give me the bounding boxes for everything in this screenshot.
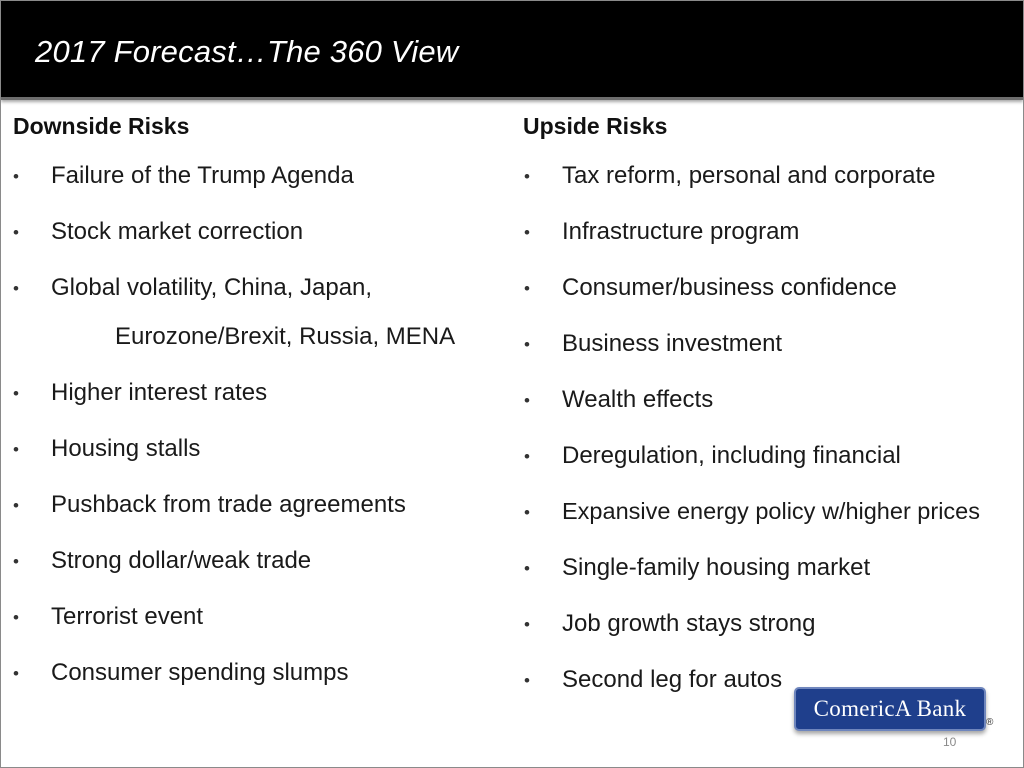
bullet-icon: • (13, 552, 19, 571)
bullet-icon: • (524, 559, 530, 578)
downside-item: Strong dollar/weak trade (51, 547, 312, 574)
bullet-icon: • (524, 503, 530, 522)
bullet-icon: • (13, 384, 19, 403)
upside-item: Deregulation, including financial (562, 442, 901, 469)
bullet-icon: • (524, 279, 530, 298)
bullet-icon: • (13, 608, 19, 627)
bullet-icon: • (524, 447, 530, 466)
downside-item-continuation: Eurozone/Brexit, Russia, MENA (115, 323, 456, 350)
downside-item: Failure of the Trump Agenda (51, 162, 354, 189)
upside-item: Job growth stays strong (562, 610, 816, 637)
title-bar: 2017 Forecast…The 360 View (1, 1, 1023, 100)
registered-mark: ® (986, 717, 994, 728)
downside-item: Higher interest rates (51, 379, 268, 406)
downside-item: Terrorist event (51, 603, 204, 630)
downside-heading: Downside Risks (13, 113, 190, 139)
upside-item: Tax reform, personal and corporate (562, 162, 936, 189)
downside-item: Stock market correction (51, 218, 304, 245)
bullet-icon: • (524, 167, 530, 186)
upside-item: Second leg for autos (562, 666, 783, 693)
bullet-icon: • (524, 671, 530, 690)
comerica-bank-logo: ComericA Bank (794, 687, 986, 731)
bullet-icon: • (524, 223, 530, 242)
slide-title: 2017 Forecast…The 360 View (35, 34, 459, 69)
upside-item: Wealth effects (562, 386, 714, 413)
logo-text: ComericA Bank (813, 696, 967, 721)
downside-item: Housing stalls (51, 435, 201, 462)
bullet-icon: • (13, 664, 19, 683)
bullet-icon: • (13, 223, 19, 242)
upside-item: Single-family housing market (562, 554, 871, 581)
bullet-icon: • (13, 440, 19, 459)
bullet-icon: • (524, 335, 530, 354)
downside-item: Pushback from trade agreements (51, 491, 406, 518)
page-number: 10 (943, 735, 957, 749)
upside-item: Infrastructure program (562, 218, 800, 245)
bullet-icon: • (13, 279, 19, 298)
upside-item: Business investment (562, 330, 783, 357)
upside-heading: Upside Risks (523, 113, 668, 139)
bullet-icon: • (13, 496, 19, 515)
bullet-icon: • (524, 615, 530, 634)
bullet-icon: • (524, 391, 530, 410)
upside-item: Consumer/business confidence (562, 274, 897, 301)
bullet-icon: • (13, 167, 19, 186)
downside-item: Global volatility, China, Japan, (51, 274, 373, 301)
upside-item: Expansive energy policy w/higher prices (562, 498, 980, 524)
downside-item: Consumer spending slumps (51, 659, 349, 686)
